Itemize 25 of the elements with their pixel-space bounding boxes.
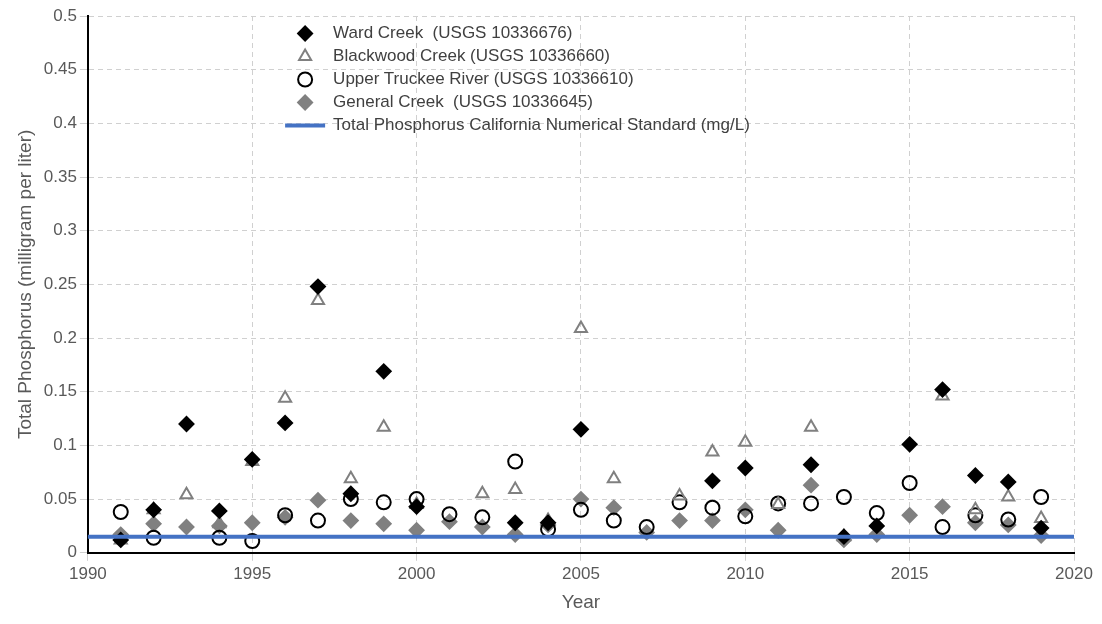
x-tick-label: 1995	[233, 563, 272, 583]
y-tick-label: 0.1	[53, 435, 77, 455]
x-tick-label: 1990	[68, 563, 107, 583]
legend-label: Total Phosphorus California Numerical Standard (mg/L)	[333, 115, 750, 135]
y-axis-title: Total Phosphorus (milligram per liter)	[13, 129, 35, 440]
legend-label: Blackwood Creek (USGS 10336660)	[333, 46, 610, 66]
y-tick-label: 0.25	[43, 274, 77, 294]
x-tick-label: 2010	[726, 563, 765, 583]
y-tick-label: 0.45	[43, 59, 77, 79]
y-tick-label: 0.2	[53, 327, 77, 347]
y-tick-label: 0.3	[53, 220, 77, 240]
y-tick-label: 0.05	[43, 488, 77, 508]
x-tick-label: 2000	[397, 563, 436, 583]
x-tick-label: 2020	[1055, 563, 1093, 583]
legend-label: Upper Truckee River (USGS 10336610)	[333, 69, 634, 89]
x-tick-label: 2005	[562, 563, 600, 583]
y-tick-label: 0	[67, 542, 77, 562]
legend-label: General Creek (USGS 10336645)	[333, 92, 593, 112]
y-tick-label: 0.5	[53, 5, 77, 25]
x-axis-title: Year	[561, 590, 601, 612]
y-tick-label: 0.35	[43, 166, 77, 186]
y-tick-label: 0.4	[53, 113, 77, 133]
y-tick-label: 0.15	[43, 381, 77, 401]
legend-label: Ward Creek (USGS 10336676)	[333, 23, 573, 43]
x-tick-label: 2015	[890, 563, 929, 583]
